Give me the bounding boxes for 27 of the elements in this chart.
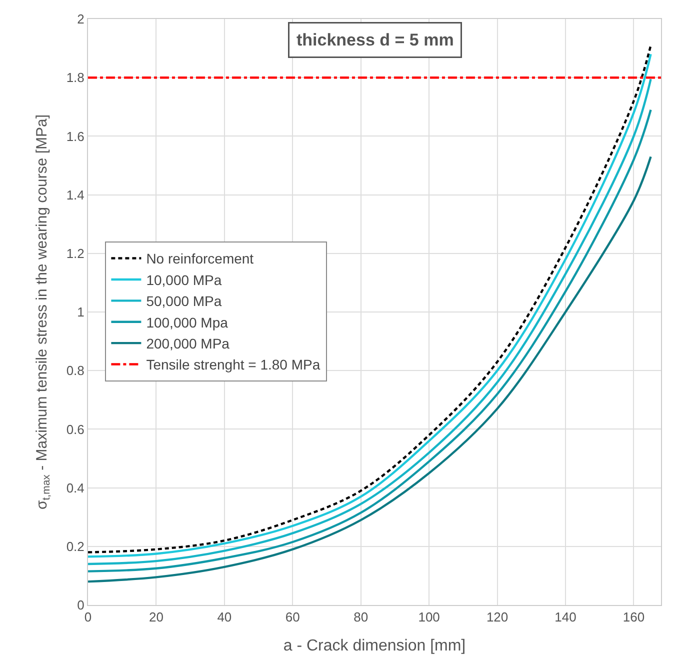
x-tick-label: 80 xyxy=(354,610,368,625)
y-tick-label: 1.6 xyxy=(66,128,84,144)
legend-label: 200,000 MPa xyxy=(146,336,230,352)
y-tick-label: 2 xyxy=(77,12,84,27)
y-tick-label: 1.2 xyxy=(66,246,84,261)
y-tick-label: 1.8 xyxy=(66,70,84,86)
x-tick-label: 160 xyxy=(622,610,645,625)
annotation: thickness d = 5 mm xyxy=(296,30,454,50)
y-tick-label: 0.2 xyxy=(66,538,84,554)
y-tick-label: 0.4 xyxy=(66,480,84,496)
x-tick-label: 40 xyxy=(217,610,232,625)
y-tick-label: 0.6 xyxy=(66,422,84,437)
legend-label: 50,000 MPa xyxy=(146,293,222,310)
x-tick-label: 60 xyxy=(285,610,300,625)
legend-label: 100,000 Mpa xyxy=(146,314,228,330)
y-tick-label: 1.4 xyxy=(66,187,84,202)
x-axis-title: a - Crack dimension [mm] xyxy=(283,637,466,654)
y-tick-label: 0.8 xyxy=(66,363,84,378)
x-tick-label: 120 xyxy=(486,610,508,625)
y-tick-label: 1 xyxy=(77,304,84,320)
x-tick-label: 140 xyxy=(554,610,576,625)
legend-label: 10,000 MPa xyxy=(146,272,222,288)
x-tick-label: 100 xyxy=(418,610,440,625)
x-tick-label: 20 xyxy=(148,610,164,625)
legend-label: No reinforcement xyxy=(146,250,254,267)
legend-label: Tensile strenght = 1.80 MPa xyxy=(146,356,320,373)
y-tick-label: 0 xyxy=(77,598,84,613)
